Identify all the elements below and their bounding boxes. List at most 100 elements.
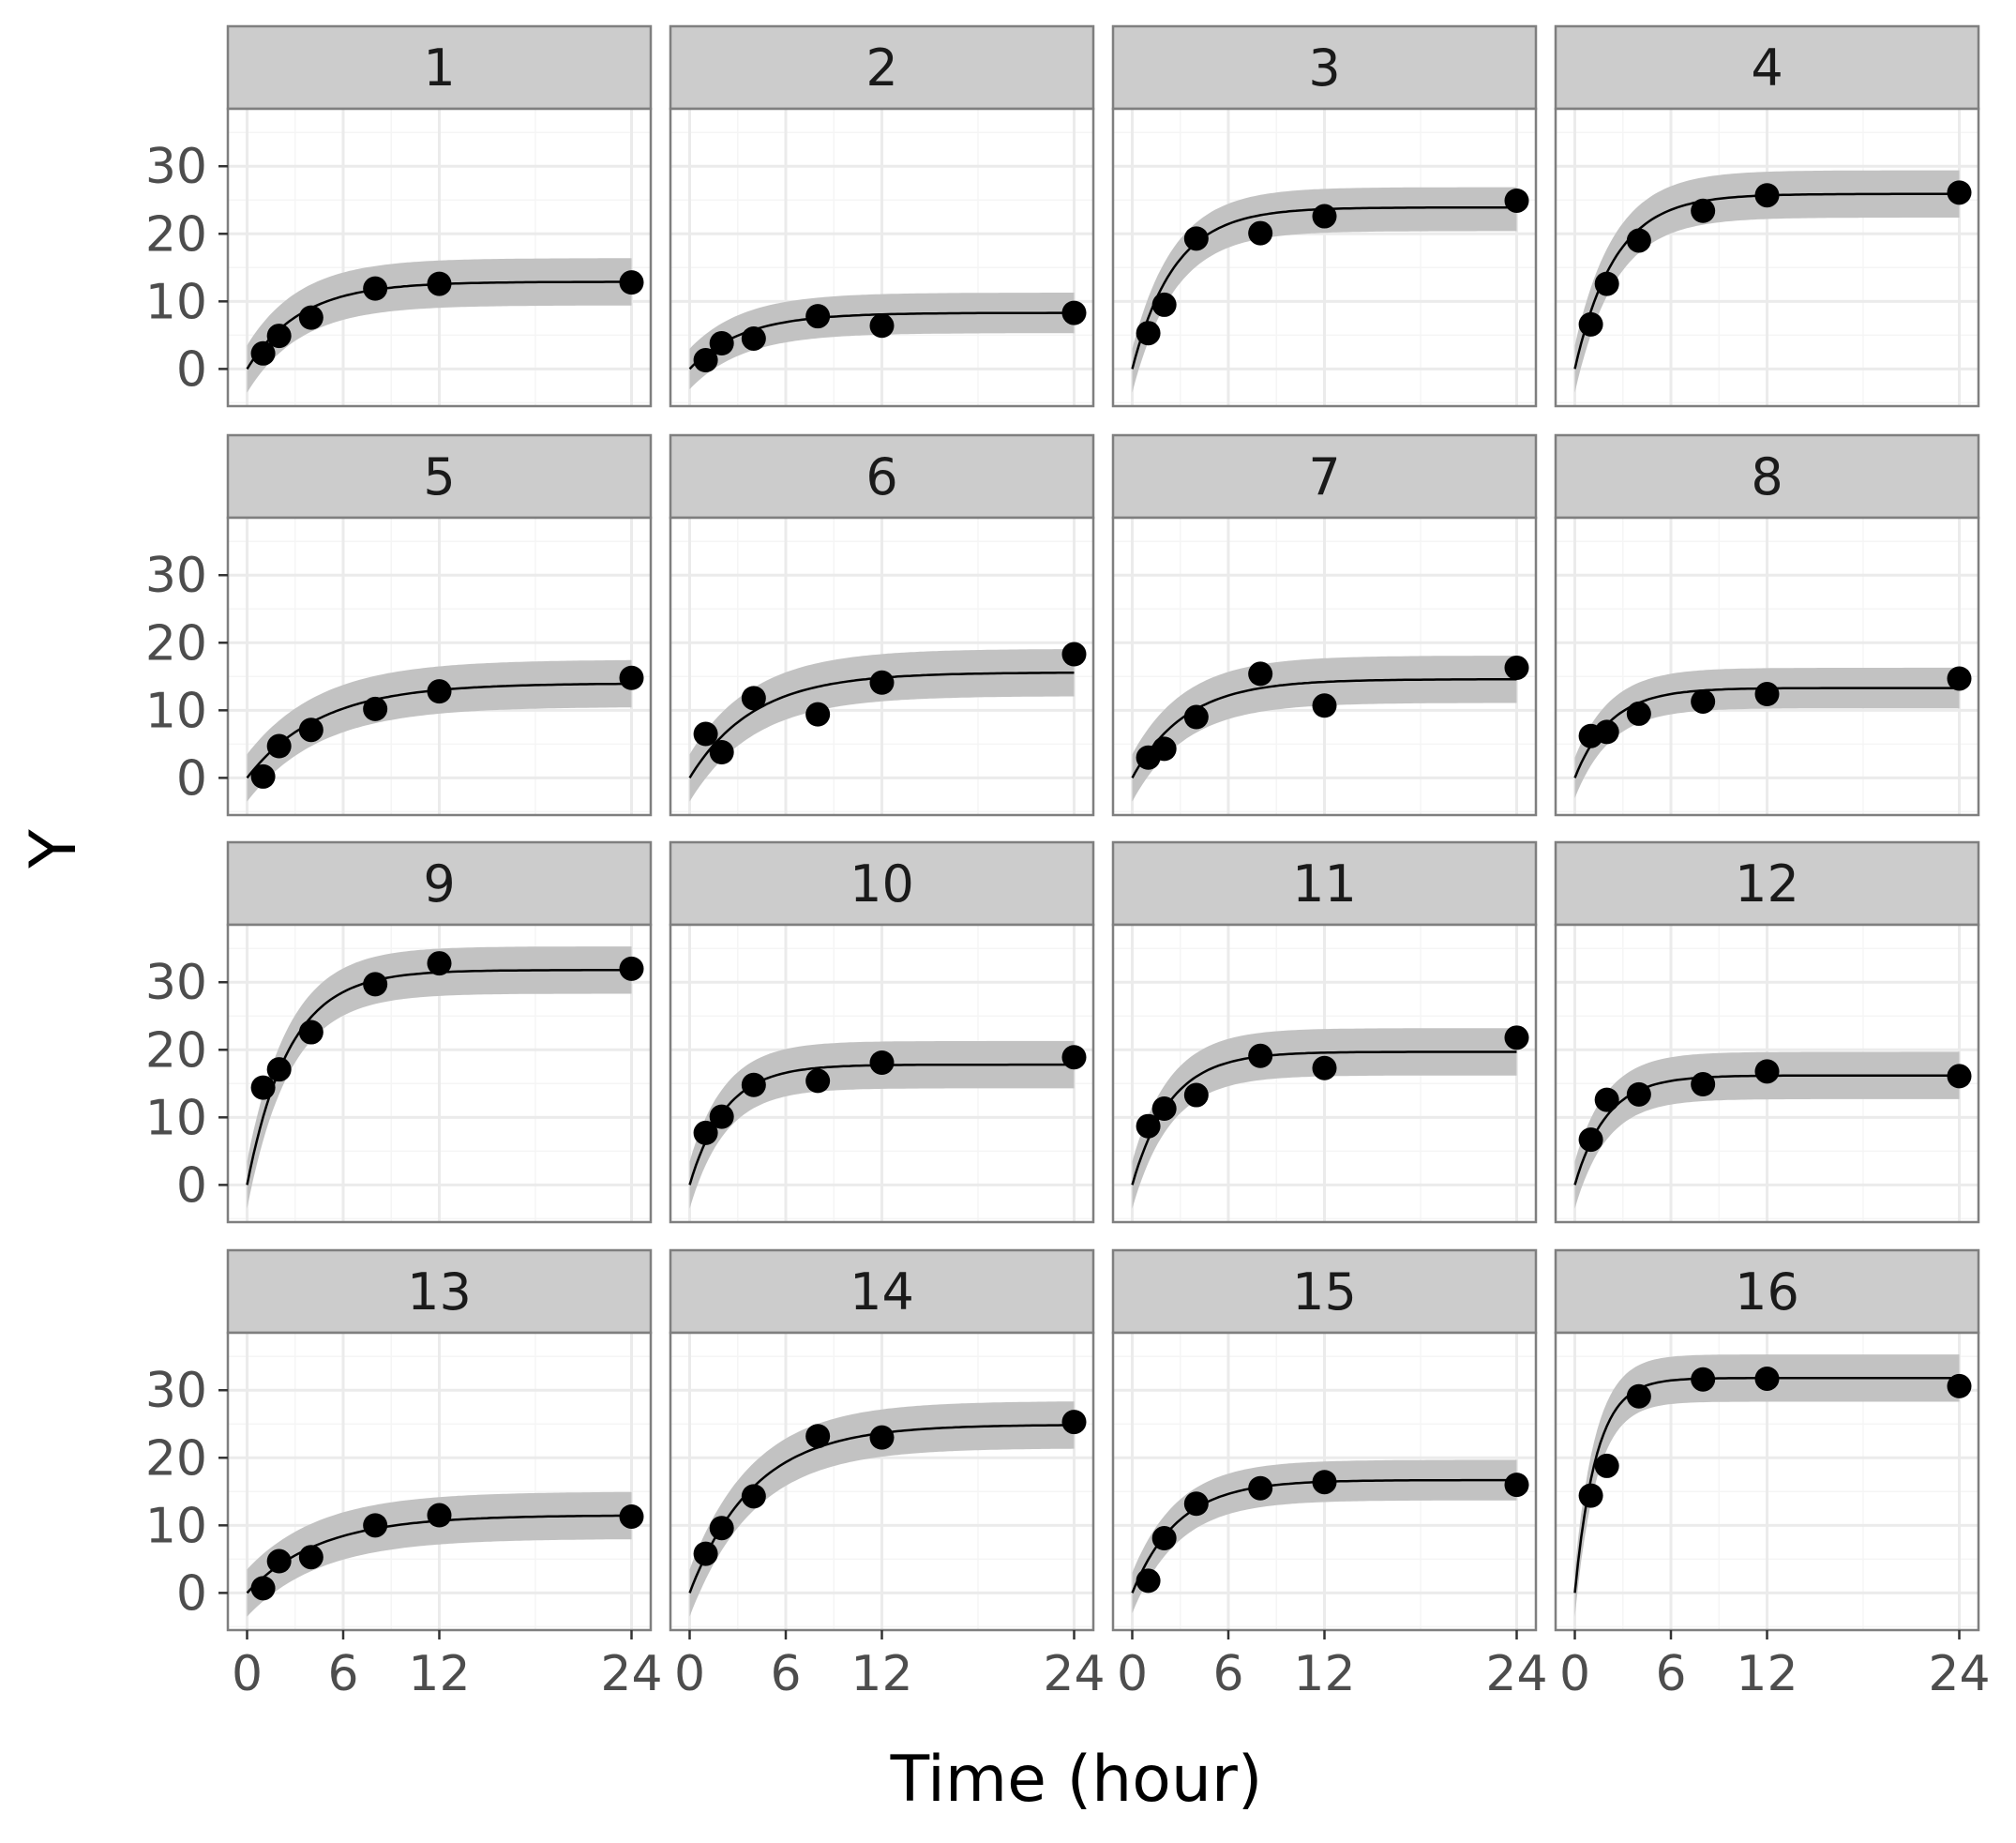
x-tick-label: 0 bbox=[1117, 1646, 1148, 1702]
strip-background bbox=[1554, 433, 1980, 520]
data-point bbox=[1061, 300, 1087, 325]
strip-label: 2 bbox=[865, 38, 897, 98]
strip-label: 13 bbox=[407, 1262, 472, 1322]
facet-panel-3: 3 bbox=[1111, 24, 1538, 408]
strip-background bbox=[1554, 840, 1980, 927]
panel-border bbox=[669, 923, 1095, 1224]
panel-border bbox=[669, 516, 1095, 817]
prediction-ribbon bbox=[247, 946, 632, 1209]
y-tick-label: 10 bbox=[145, 1090, 207, 1146]
data-point bbox=[805, 304, 831, 329]
prediction-ribbon bbox=[689, 293, 1075, 389]
data-point bbox=[741, 686, 766, 711]
data-point bbox=[1151, 1095, 1177, 1121]
data-point bbox=[1594, 719, 1619, 745]
x-tick-label: 24 bbox=[1928, 1646, 1990, 1702]
strip-background bbox=[669, 840, 1095, 927]
prediction-ribbon bbox=[1132, 656, 1517, 802]
x-tick-label: 12 bbox=[850, 1646, 912, 1702]
data-point bbox=[805, 1068, 831, 1094]
data-point bbox=[1947, 1373, 1972, 1398]
data-point bbox=[1626, 1383, 1651, 1409]
facet-panel-11: 11 bbox=[1111, 840, 1538, 1224]
panel-border bbox=[669, 107, 1095, 408]
data-point bbox=[869, 670, 895, 695]
data-point bbox=[1183, 1491, 1209, 1517]
data-point bbox=[1754, 183, 1780, 208]
panel-border bbox=[226, 107, 653, 408]
data-point bbox=[1136, 1113, 1161, 1139]
y-tick-label: 30 bbox=[145, 548, 207, 604]
data-point bbox=[363, 276, 388, 301]
x-tick-label: 12 bbox=[1736, 1646, 1798, 1702]
data-point bbox=[869, 1050, 895, 1075]
prediction-ribbon bbox=[1574, 1051, 1960, 1209]
facet-panel-4: 4 bbox=[1554, 24, 1980, 408]
data-point bbox=[693, 1541, 718, 1566]
panel-border bbox=[1554, 516, 1980, 817]
x-tick-label: 12 bbox=[1293, 1646, 1355, 1702]
strip-label: 10 bbox=[850, 854, 914, 914]
data-point bbox=[805, 702, 831, 727]
strip-label: 1 bbox=[423, 38, 455, 98]
x-tick-label: 24 bbox=[1043, 1646, 1105, 1702]
data-point bbox=[1594, 1087, 1619, 1112]
data-point bbox=[250, 1576, 276, 1601]
data-point bbox=[298, 1545, 323, 1570]
prediction-ribbon bbox=[1132, 1028, 1517, 1209]
data-point bbox=[1312, 204, 1337, 229]
y-tick-label: 20 bbox=[145, 1430, 207, 1487]
strip-background bbox=[1111, 1248, 1538, 1335]
y-tick-label: 20 bbox=[145, 615, 207, 672]
strip-background bbox=[1554, 1248, 1980, 1335]
data-point bbox=[266, 1057, 292, 1082]
data-point bbox=[266, 733, 292, 759]
data-point bbox=[1136, 321, 1161, 346]
data-point bbox=[1183, 1082, 1209, 1108]
panel-border bbox=[1111, 107, 1538, 408]
strip-label: 16 bbox=[1735, 1262, 1799, 1322]
data-point bbox=[709, 1104, 734, 1129]
strip-label: 12 bbox=[1735, 854, 1799, 914]
facet-panel-6: 6 bbox=[669, 433, 1095, 817]
facet-panel-12: 12 bbox=[1554, 840, 1980, 1224]
y-tick-label: 10 bbox=[145, 1498, 207, 1554]
x-tick-label: 0 bbox=[1559, 1646, 1590, 1702]
data-point bbox=[1691, 688, 1716, 714]
data-point bbox=[1754, 682, 1780, 707]
data-point bbox=[1504, 1025, 1529, 1050]
data-point bbox=[427, 1503, 452, 1528]
data-point bbox=[1504, 655, 1529, 680]
data-point bbox=[1578, 1127, 1603, 1153]
y-tick-label: 0 bbox=[176, 341, 207, 398]
x-tick-label: 24 bbox=[600, 1646, 662, 1702]
prediction-ribbon bbox=[247, 659, 632, 802]
data-point bbox=[1626, 701, 1651, 726]
panel-border bbox=[1554, 923, 1980, 1224]
y-tick-label: 20 bbox=[145, 1022, 207, 1079]
data-point bbox=[363, 972, 388, 997]
panel-border bbox=[1554, 107, 1980, 408]
data-point bbox=[1504, 1473, 1529, 1498]
strip-background bbox=[226, 433, 653, 520]
y-tick-label: 0 bbox=[176, 1157, 207, 1214]
data-point bbox=[741, 1072, 766, 1097]
facet-panel-7: 7 bbox=[1111, 433, 1538, 817]
data-point bbox=[1947, 666, 1972, 691]
x-tick-label: 12 bbox=[408, 1646, 470, 1702]
data-point bbox=[363, 1513, 388, 1538]
strip-label: 9 bbox=[423, 854, 455, 914]
data-point bbox=[741, 325, 766, 351]
strip-background bbox=[1111, 433, 1538, 520]
strip-label: 7 bbox=[1308, 447, 1340, 506]
prediction-ribbon bbox=[1132, 1459, 1517, 1613]
fitted-line bbox=[1131, 1050, 1517, 1186]
prediction-ribbon bbox=[1132, 187, 1517, 393]
data-point bbox=[266, 1548, 292, 1574]
x-tick-label: 24 bbox=[1485, 1646, 1547, 1702]
data-point bbox=[1754, 1366, 1780, 1391]
data-point bbox=[250, 1075, 276, 1100]
data-point bbox=[1248, 661, 1273, 687]
strip-label: 4 bbox=[1751, 38, 1783, 98]
